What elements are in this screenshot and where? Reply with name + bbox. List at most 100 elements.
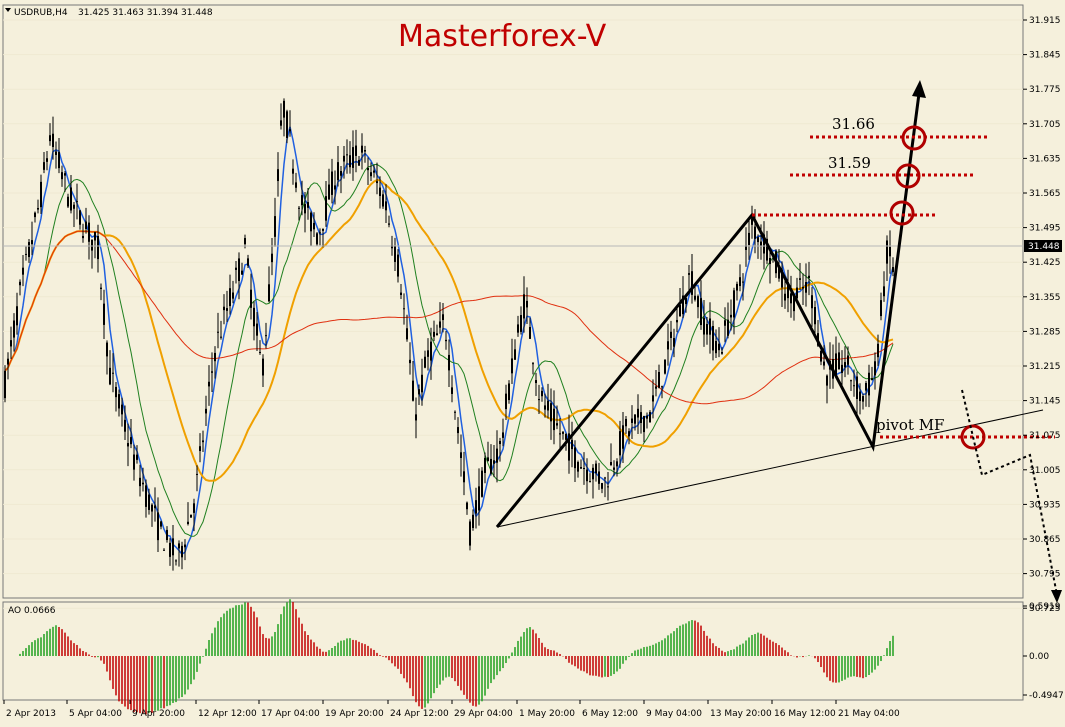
candle-body bbox=[841, 364, 843, 373]
candle-body bbox=[130, 437, 132, 445]
candle-body bbox=[391, 245, 393, 249]
candle-body bbox=[619, 431, 621, 456]
candle-body bbox=[643, 415, 645, 433]
candle-body bbox=[376, 181, 378, 184]
candle-body bbox=[562, 431, 564, 434]
candle-body bbox=[520, 315, 522, 332]
candle-body bbox=[637, 408, 639, 418]
candle-body bbox=[73, 204, 75, 209]
candle-body bbox=[346, 154, 348, 156]
candle-body bbox=[451, 387, 453, 394]
pivot-label: pivot MF bbox=[876, 416, 944, 434]
price-panel[interactable] bbox=[2, 4, 1024, 599]
candle-body bbox=[541, 390, 543, 397]
candle-body bbox=[58, 152, 60, 169]
candle-body bbox=[373, 170, 375, 173]
candle-body bbox=[652, 395, 654, 402]
candle-body bbox=[85, 221, 87, 229]
x-tick-label: 19 Apr 20:00 bbox=[325, 709, 384, 719]
arrow-up-icon bbox=[912, 80, 926, 98]
y-tick-label: 31.775 bbox=[1029, 85, 1061, 95]
candle-body bbox=[514, 349, 516, 360]
candle-body bbox=[172, 538, 174, 556]
candle-body bbox=[13, 320, 15, 338]
x-tick-label: 9 May 04:00 bbox=[646, 709, 702, 719]
candle-body bbox=[106, 342, 108, 357]
candle-body bbox=[490, 458, 492, 474]
candle-body bbox=[676, 319, 678, 323]
candle-body bbox=[16, 306, 18, 326]
candle-body bbox=[517, 324, 519, 333]
analysis-drawings bbox=[495, 80, 1062, 603]
x-tick-label: 12 Apr 12:00 bbox=[198, 709, 257, 719]
candle-body bbox=[448, 354, 450, 371]
candle-body bbox=[673, 338, 675, 347]
candle-body bbox=[850, 380, 852, 382]
candle-body bbox=[631, 418, 633, 423]
candle-body bbox=[232, 292, 234, 299]
candle-body bbox=[688, 273, 690, 275]
candle-body bbox=[742, 281, 744, 283]
candle-body bbox=[4, 370, 6, 399]
y-tick-label: 30.795 bbox=[1029, 570, 1061, 580]
candle-body bbox=[322, 228, 324, 231]
candle-body bbox=[160, 521, 162, 527]
candle-body bbox=[421, 374, 423, 393]
candle-body bbox=[781, 269, 783, 288]
candle-body bbox=[334, 185, 336, 190]
candle-body bbox=[325, 196, 327, 221]
candle-body bbox=[340, 170, 342, 176]
menu-arrow-icon[interactable] bbox=[5, 8, 11, 12]
candle-body bbox=[889, 246, 891, 257]
candle-body bbox=[856, 376, 858, 399]
y-tick-label: 31.145 bbox=[1029, 397, 1061, 407]
candle-body bbox=[595, 463, 597, 474]
grid bbox=[3, 19, 1023, 609]
candle-body bbox=[151, 504, 153, 512]
candle-body bbox=[79, 210, 81, 225]
ma-slow-line bbox=[4, 178, 894, 482]
candle-body bbox=[823, 361, 825, 366]
candle-body bbox=[598, 471, 600, 484]
candle-body bbox=[493, 460, 495, 464]
candle-body bbox=[694, 295, 696, 300]
candle-body bbox=[655, 386, 657, 389]
y-tick-label: 31.425 bbox=[1029, 258, 1061, 268]
candle-body bbox=[787, 282, 789, 299]
candle-body bbox=[292, 168, 294, 174]
candle-body bbox=[250, 289, 252, 308]
candle-body bbox=[331, 171, 333, 195]
candle-body bbox=[871, 378, 873, 381]
candle-body bbox=[538, 399, 540, 401]
candle-body bbox=[502, 432, 504, 438]
candle-body bbox=[580, 467, 582, 469]
candle-body bbox=[808, 275, 810, 279]
candle-body bbox=[280, 120, 282, 126]
candle-body bbox=[601, 483, 603, 489]
candle-body bbox=[28, 242, 30, 258]
candle-body bbox=[112, 372, 114, 374]
candle-body bbox=[25, 253, 27, 255]
candle-body bbox=[226, 308, 228, 311]
candle-body bbox=[385, 201, 387, 211]
candle-body bbox=[145, 485, 147, 507]
candle-body bbox=[235, 267, 237, 270]
candle-body bbox=[592, 467, 594, 480]
candle-body bbox=[253, 307, 255, 327]
candle-body bbox=[349, 155, 351, 168]
y-tick-label: 30.865 bbox=[1029, 535, 1061, 545]
candle-body bbox=[763, 234, 765, 254]
candle-body bbox=[115, 386, 117, 398]
y-tick-label: 31.705 bbox=[1029, 120, 1061, 130]
candle-body bbox=[37, 208, 39, 210]
level-1-label: 31.66 bbox=[832, 115, 875, 133]
candle-body bbox=[97, 235, 99, 260]
ohlc-values: 31.425 31.463 31.394 31.448 bbox=[78, 8, 213, 18]
ao-tick-label: -0.4947 bbox=[1029, 691, 1064, 701]
candle-body bbox=[193, 503, 195, 513]
candle-body bbox=[718, 343, 720, 351]
candle-body bbox=[22, 267, 24, 275]
ao-panel[interactable] bbox=[2, 601, 1024, 701]
